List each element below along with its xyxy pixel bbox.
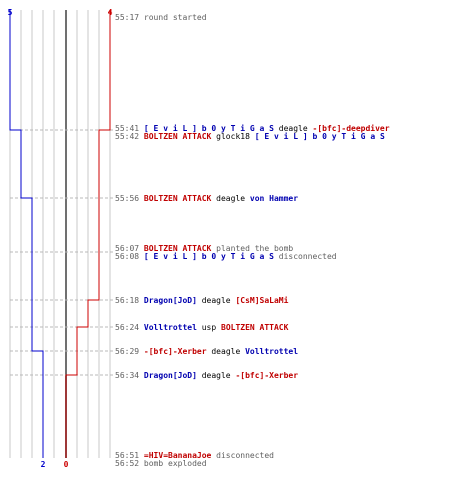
red-team-player: BOLTZEN ATTACK <box>143 244 212 253</box>
event-time: 56:24 <box>115 323 140 332</box>
red-team-player: BOLTZEN ATTACK <box>143 194 212 203</box>
blue-team-player: Dragon[JoD] <box>143 371 197 380</box>
weapon-name: glock18 <box>211 132 255 141</box>
event-row: 56:51 =HIV=BananaJoe disconnected <box>115 451 274 460</box>
weapon-name: deagle <box>211 194 250 203</box>
event-message: round started <box>143 13 207 22</box>
event-time: 56:34 <box>115 371 140 380</box>
red-end-count: 0 <box>64 460 69 469</box>
red-team-player: =HIV=BananaJoe <box>143 451 212 460</box>
red-team-player: BOLTZEN ATTACK <box>221 323 289 332</box>
red-team-player: -[bfc]-deepdiver <box>312 124 390 133</box>
weapon-name: deagle <box>273 124 313 133</box>
event-message: bomb exploded <box>143 459 207 468</box>
event-message: disconnected <box>211 451 274 460</box>
blue-team-player: [ E v i L ] b 0 y T i G a S <box>143 252 274 261</box>
event-time: 56:51 <box>115 451 140 460</box>
event-time: 55:41 <box>115 124 140 133</box>
event-text: =HIV=BananaJoe disconnected <box>144 451 274 460</box>
red-team-alive-line <box>65 10 111 458</box>
event-row: 55:41 [ E v i L ] b 0 y T i G a S deagle… <box>115 124 390 133</box>
blue-team-player: [ E v i L ] b 0 y T i G a S <box>254 132 385 141</box>
event-text: BOLTZEN ATTACK deagle von Hammer <box>144 194 298 203</box>
event-text: [ E v i L ] b 0 y T i G a S disconnected <box>144 252 337 261</box>
red-team-player: [CsM]SaLaMi <box>235 296 289 305</box>
event-text: [ E v i L ] b 0 y T i G a S deagle -[bfc… <box>144 124 390 133</box>
blue-end-count: 2 <box>41 460 46 469</box>
event-text: Volltrottel usp BOLTZEN ATTACK <box>144 323 289 332</box>
event-row: 56:08 [ E v i L ] b 0 y T i G a S discon… <box>115 252 337 261</box>
red-start-count: 4 <box>108 8 113 17</box>
event-message: disconnected <box>273 252 337 261</box>
event-time: 56:52 <box>115 459 140 468</box>
event-row: 56:34 Dragon[JoD] deagle -[bfc]-Xerber <box>115 371 298 380</box>
event-message: planted the bomb <box>211 244 294 253</box>
blue-team-player: Dragon[JoD] <box>143 296 197 305</box>
event-row: 56:07 BOLTZEN ATTACK planted the bomb <box>115 244 293 253</box>
event-row: 55:42 BOLTZEN ATTACK glock18 [ E v i L ]… <box>115 132 385 141</box>
weapon-name: deagle <box>206 347 246 356</box>
red-team-player: -[bfc]-Xerber <box>235 371 299 380</box>
event-time: 55:17 <box>115 13 140 22</box>
blue-start-count: 5 <box>8 8 13 17</box>
blue-team-player: [ E v i L ] b 0 y T i G a S <box>143 124 274 133</box>
event-time: 56:18 <box>115 296 140 305</box>
event-text: bomb exploded <box>144 459 207 468</box>
weapon-name: usp <box>196 323 221 332</box>
blue-team-player: Volltrottel <box>245 347 299 356</box>
event-text: Dragon[JoD] deagle -[bfc]-Xerber <box>144 371 298 380</box>
event-row: 56:52 bomb exploded <box>115 459 207 468</box>
event-time: 55:42 <box>115 132 140 141</box>
event-row: 56:24 Volltrottel usp BOLTZEN ATTACK <box>115 323 288 332</box>
weapon-name: deagle <box>196 371 236 380</box>
blue-team-alive-line <box>9 10 44 458</box>
event-row: 56:18 Dragon[JoD] deagle [CsM]SaLaMi <box>115 296 288 305</box>
event-text: round started <box>144 13 207 22</box>
red-team-player: -[bfc]-Xerber <box>143 347 207 356</box>
event-row: 55:56 BOLTZEN ATTACK deagle von Hammer <box>115 194 298 203</box>
event-time: 56:07 <box>115 244 140 253</box>
event-text: -[bfc]-Xerber deagle Volltrottel <box>144 347 298 356</box>
weapon-name: deagle <box>196 296 236 305</box>
event-text: BOLTZEN ATTACK planted the bomb <box>144 244 293 253</box>
blue-team-player: Volltrottel <box>143 323 197 332</box>
event-row: 55:17 round started <box>115 13 207 22</box>
event-time: 55:56 <box>115 194 140 203</box>
event-time: 56:29 <box>115 347 140 356</box>
event-text: Dragon[JoD] deagle [CsM]SaLaMi <box>144 296 289 305</box>
blue-team-player: von Hammer <box>249 194 299 203</box>
event-row: 56:29 -[bfc]-Xerber deagle Volltrottel <box>115 347 298 356</box>
red-team-player: BOLTZEN ATTACK <box>143 132 212 141</box>
event-text: BOLTZEN ATTACK glock18 [ E v i L ] b 0 y… <box>144 132 385 141</box>
event-time: 56:08 <box>115 252 140 261</box>
